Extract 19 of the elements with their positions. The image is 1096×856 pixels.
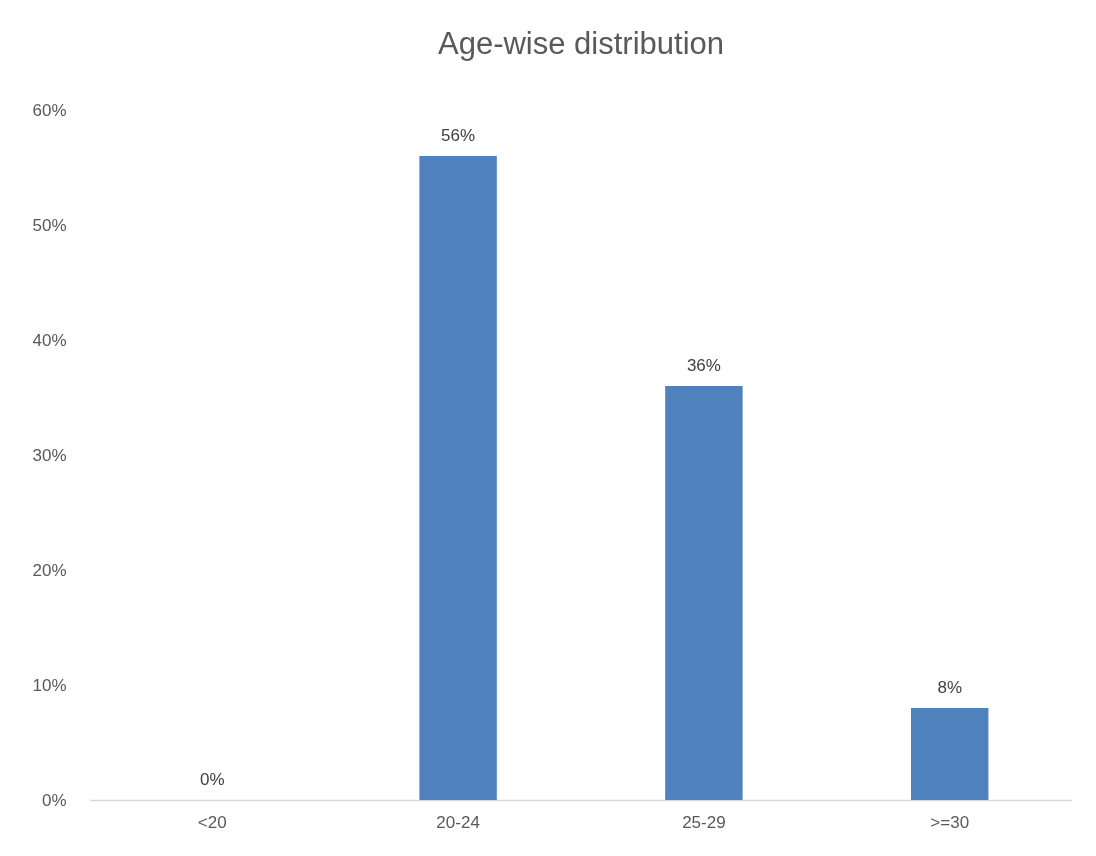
bar [419,156,497,800]
y-tick-label: 30% [32,445,67,465]
chart-title: Age-wise distribution [437,26,725,61]
y-tick-label: 50% [32,215,67,235]
y-tick-label: 0% [41,790,67,810]
y-tick-label: 20% [32,560,67,580]
x-tick-label: 25-29 [682,812,726,832]
data-label: 0% [200,770,225,789]
x-tick-label: 20-24 [436,812,480,832]
x-tick-label: >=30 [930,812,970,832]
data-label: 36% [686,356,721,375]
y-tick-label: 40% [32,330,67,350]
data-label: 56% [441,126,476,145]
y-tick-label: 10% [32,675,67,695]
bar [665,386,743,800]
y-tick-label: 60% [32,100,67,120]
data-label: 8% [937,678,962,697]
bar [911,708,989,800]
x-tick-label: <20 [197,812,227,832]
